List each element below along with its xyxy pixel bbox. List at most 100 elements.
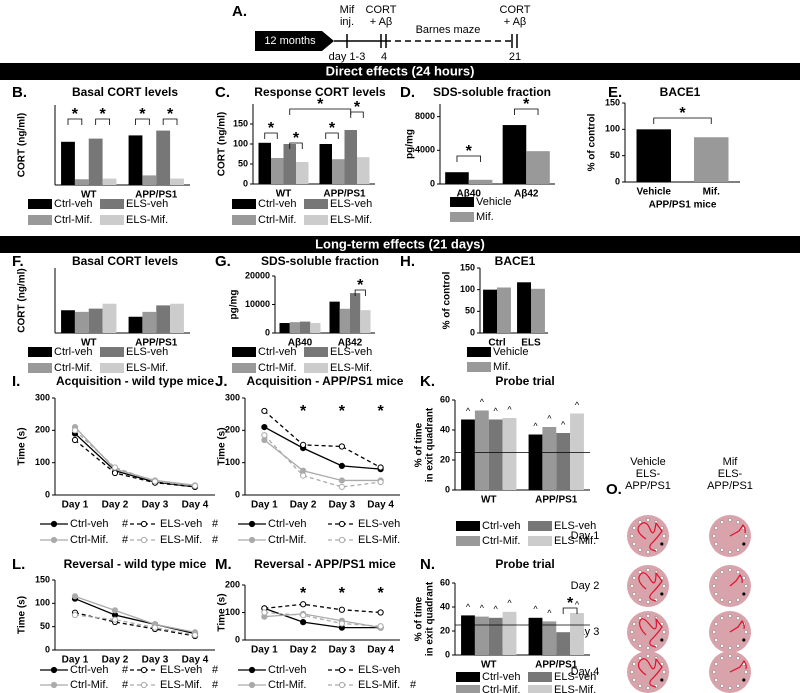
row-label: Day 4	[571, 666, 600, 678]
bar	[542, 427, 557, 490]
bar	[461, 615, 475, 655]
legend-label: ELS-Mif.	[554, 684, 596, 693]
timeline-label: + Aβ	[370, 16, 393, 28]
maze-track	[638, 571, 663, 602]
marker	[71, 611, 79, 619]
y-tick-label: 150	[233, 118, 248, 128]
legend-label: Ctrl-Mif.	[258, 362, 297, 374]
y-axis-label: in exit quadrant	[425, 581, 436, 656]
annotation: *	[167, 106, 174, 123]
bar	[331, 159, 345, 184]
marker	[300, 601, 307, 608]
line	[74, 595, 196, 633]
y-axis-label: Time (s)	[17, 596, 28, 634]
marker	[338, 620, 345, 627]
y-axis-label: CORT (ng/ml)	[217, 112, 228, 176]
legend-swatch	[456, 672, 480, 682]
legend-swatch	[450, 212, 474, 222]
bar	[497, 287, 511, 333]
maze-hole	[728, 518, 732, 522]
maze-hole	[728, 686, 732, 690]
timeline-label: inj.	[340, 16, 354, 28]
y-tick-label: 100	[605, 124, 620, 134]
bar	[528, 617, 543, 655]
timeline-label: CORT	[500, 4, 531, 16]
x-tick-label: Day 1	[251, 500, 278, 511]
maze-track	[637, 657, 663, 688]
bracket	[135, 118, 150, 125]
marker	[300, 619, 307, 626]
bar	[528, 434, 543, 490]
bar-label: ^	[466, 602, 471, 612]
annotation: *	[354, 99, 361, 116]
bar	[445, 172, 469, 184]
bracket	[514, 108, 539, 115]
bar	[142, 311, 157, 333]
legend-swatch	[232, 347, 256, 357]
bar	[289, 322, 300, 333]
line	[264, 611, 381, 627]
bar	[517, 282, 531, 333]
y-axis-label: Time (s)	[217, 427, 228, 465]
panel-label: G.	[215, 253, 231, 270]
legend-swatch	[100, 347, 124, 357]
x-tick-label: WT	[81, 338, 97, 349]
y-tick-label: 4000	[415, 145, 435, 155]
legend-label: Ctrl-veh	[268, 518, 307, 530]
legend-label: Ctrl-veh	[258, 198, 297, 210]
marker	[300, 612, 307, 619]
x-tick-label: Aβ42	[338, 338, 363, 349]
maze-hole	[646, 518, 650, 522]
x-tick-label: Aβ42	[514, 189, 539, 200]
maze-hole	[638, 570, 642, 574]
legend-note: #	[410, 679, 417, 691]
panel-label: K.	[420, 373, 435, 390]
y-axis-label: pg/mg	[229, 290, 240, 320]
panel-label: F.	[12, 253, 24, 270]
legend-marker	[248, 666, 256, 674]
legend-swatch	[304, 347, 328, 357]
chart-title: Acquisition - wild type mice	[56, 374, 214, 388]
legend-swatch	[528, 521, 552, 531]
legend-label: ELS-veh	[160, 518, 202, 530]
maze-hole	[660, 592, 664, 596]
bar	[142, 175, 157, 185]
maze-hole	[638, 548, 642, 552]
y-tick-label: 50	[465, 306, 475, 316]
x-tick-label: Day 1	[251, 645, 278, 656]
marker	[300, 472, 307, 479]
marker	[71, 427, 79, 434]
panel-label: E.	[608, 84, 622, 101]
bar	[570, 613, 584, 655]
chart-title: Basal CORT levels	[72, 254, 178, 268]
bar-label: ^	[507, 404, 512, 414]
bar	[88, 138, 103, 185]
y-tick-label: 0	[243, 178, 248, 188]
x-tick-label: Ctrl	[488, 338, 505, 349]
marker	[300, 441, 307, 448]
y-tick-label: 100	[225, 607, 240, 617]
bar-label: ^	[547, 608, 552, 618]
bracket	[289, 142, 303, 149]
bar	[556, 632, 571, 655]
maze-hole	[728, 600, 732, 604]
bracket	[264, 132, 278, 139]
y-tick-label: 50	[610, 150, 620, 160]
maze-hole	[742, 638, 746, 642]
maze-hole	[632, 662, 636, 666]
row-label: Day 2	[571, 580, 600, 592]
bar-label: ^	[547, 413, 552, 423]
marker	[338, 483, 345, 491]
marker	[191, 482, 199, 490]
x-axis-label: APP/PS1 mice	[649, 200, 717, 211]
y-axis-label: Time (s)	[17, 427, 28, 465]
maze-hole	[736, 656, 740, 660]
legend-swatch	[100, 363, 124, 373]
y-tick-label: 0	[45, 489, 50, 499]
timeline-day: 4	[381, 51, 387, 63]
legend-swatch	[467, 347, 491, 357]
bar-label: ^	[533, 421, 538, 431]
legend-marker	[248, 520, 256, 528]
maze-hole	[662, 630, 666, 634]
maze-hole	[736, 570, 740, 574]
